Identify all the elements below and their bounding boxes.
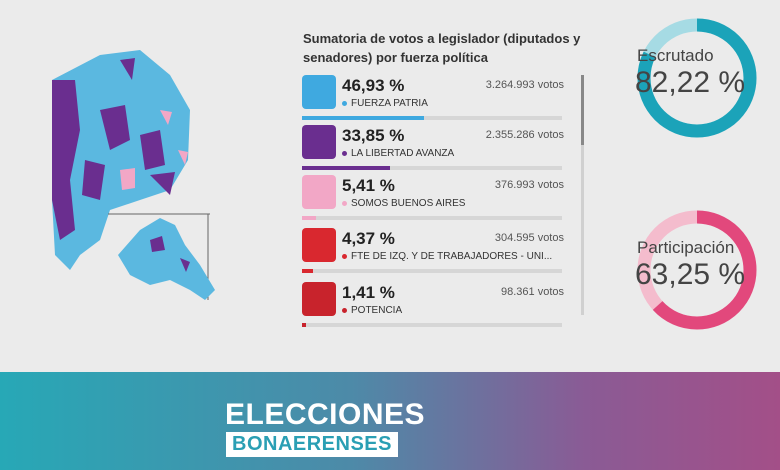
party-logo	[302, 282, 336, 316]
party-percent: 5,41 %	[342, 176, 395, 195]
percent-bar	[302, 166, 390, 170]
party-percent: 46,93 %	[342, 76, 405, 95]
party-name-line: POTENCIA	[342, 305, 402, 316]
party-name-line: FTE DE IZQ. Y DE TRABAJADORES - UNI...	[342, 251, 552, 262]
graphics	[52, 50, 584, 315]
party-name: FUERZA PATRIA	[351, 98, 428, 109]
party-dot	[342, 307, 347, 313]
party-name-line: LA LIBERTAD AVANZA	[342, 148, 454, 159]
party-name: LA LIBERTAD AVANZA	[351, 148, 455, 159]
percent-bar	[302, 323, 306, 327]
percent-bar	[302, 216, 317, 220]
party-name: SOMOS BUENOS AIRES	[351, 198, 466, 209]
party-logo	[302, 75, 336, 109]
party-percent: 4,37 %	[342, 229, 395, 248]
percent-track	[302, 216, 562, 220]
party-dot	[342, 100, 347, 106]
party-logo	[302, 125, 336, 159]
scrollbar[interactable]	[581, 75, 584, 315]
gauge-value: 63,25 %	[635, 258, 746, 291]
party-row: 46,93 % 3.264.993 votos FUERZA PATRIA	[302, 75, 564, 123]
gauge-label: Participación	[637, 238, 735, 257]
map	[52, 50, 215, 300]
party-name: FTE DE IZQ. Y DE TRABAJADORES - UNI...	[351, 251, 553, 262]
percent-track	[302, 116, 562, 120]
party-logo	[302, 228, 336, 262]
party-logo	[302, 175, 336, 209]
party-votes: 376.993 votos	[494, 179, 564, 191]
party-row: 1,41 % 98.361 votos POTENCIA	[302, 282, 564, 330]
party-name: POTENCIA	[351, 305, 403, 316]
gauge-value: 82,22 %	[635, 66, 746, 99]
percent-track	[302, 269, 562, 273]
party-row: 33,85 % 2.355.286 votos LA LIBERTAD AVANZA	[302, 125, 564, 173]
scroll-thumb[interactable]	[581, 75, 584, 145]
party-percent: 1,41 %	[342, 283, 395, 302]
party-votes: 3.264.993 votos	[485, 79, 564, 91]
party-row: 5,41 % 376.993 votos SOMOS BUENOS AIRES	[302, 175, 564, 223]
party-votes: 2.355.286 votos	[485, 129, 564, 141]
gauge	[637, 18, 757, 138]
gauge	[637, 210, 757, 330]
percent-track	[302, 323, 562, 327]
percent-bar	[302, 269, 314, 273]
party-row: 4,37 % 304.595 votos FTE DE IZQ. Y DE TRAB…	[302, 228, 564, 276]
banner: ELECCIONES BONAERENSES	[0, 372, 780, 470]
percent-track	[302, 166, 562, 170]
party-votes: 304.595 votos	[494, 232, 564, 244]
gauge-label: Escrutado	[637, 46, 714, 65]
party-name-line: SOMOS BUENOS AIRES	[342, 198, 465, 209]
banner-line1: ELECCIONES	[225, 398, 426, 431]
party-percent: 33,85 %	[342, 126, 405, 145]
percent-bar	[302, 116, 425, 120]
party-dot	[342, 200, 347, 206]
panel-title: Sumatoria de votos a legislador (diputad…	[303, 31, 581, 65]
party-votes: 98.361 votos	[501, 286, 564, 298]
gauge-arc	[637, 18, 757, 138]
banner-line2: BONAERENSES	[226, 432, 398, 457]
party-dot	[342, 253, 347, 259]
gauge-arc	[637, 210, 757, 330]
party-dot	[342, 150, 347, 156]
party-name-line: FUERZA PATRIA	[342, 98, 428, 109]
